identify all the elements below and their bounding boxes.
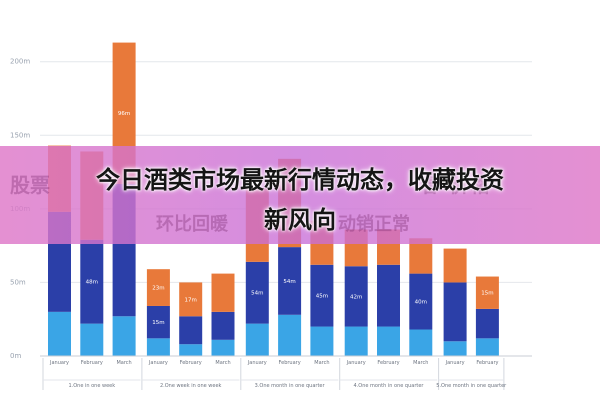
category-label: January [346,360,366,366]
bar-segment [344,266,368,327]
group-label: 5.One month in one quarter [436,383,507,389]
data-label: 48m [86,280,98,286]
bar-segment [377,264,400,327]
group-label: 2.One week in one week [160,383,222,389]
bar-segment [146,305,170,339]
category-label: February [81,360,103,366]
bar-segment [278,247,302,315]
category-label: March [116,360,131,366]
headline-line-1: 今日酒类市场最新行情动态，收藏投资 [96,166,504,194]
bar-segment [443,282,467,342]
y-tick-label: 200m [10,58,30,66]
headline-title: 今日酒类市场最新行情动态，收藏投资 新风向 [0,160,600,240]
data-label: 42m [350,294,362,300]
bar-segment [475,338,499,356]
bar-segment [245,323,269,356]
bar-segment [211,273,235,312]
bar-segment [179,316,203,345]
bar-segment [409,238,433,274]
category-label: January [247,360,267,366]
bar-segment [278,314,302,356]
ghost-text-right-top: 春 价格 [420,173,491,197]
bar-segment [146,269,170,306]
bar-segment [80,239,104,324]
bar-segment [310,326,334,356]
category-label: February [377,360,399,366]
bar-segment [409,273,433,330]
bar-segment [443,248,467,283]
category-label: February [279,360,301,366]
group-label: 1.One in one week [68,383,115,389]
category-label: February [180,360,202,366]
bar-segment [211,339,235,356]
data-label: 96m [118,111,130,117]
bar-segment [475,276,499,309]
bar-segment [245,261,269,324]
y-tick-label: 0m [10,352,21,360]
category-label: March [314,360,329,366]
category-label: March [215,360,230,366]
bar-segment [377,326,400,356]
ghost-text-right-bottom: 动销正常 [338,214,410,235]
group-label: 3.One month in one quarter [255,383,326,389]
data-label: 15m [481,291,493,297]
ghost-text-left-bottom: 环比回暖 [156,214,228,235]
category-label: March [413,360,428,366]
headline-banner [0,146,600,244]
category-label: February [476,360,498,366]
headline-line-2: 新风向 [264,206,336,234]
data-label: 23m [152,286,164,292]
bar-segment [112,316,136,356]
category-label: January [445,360,465,366]
data-label: 15m [152,320,164,326]
bar-segment [409,329,433,356]
y-tick-label: 150m [10,131,30,139]
y-tick-label: 50m [10,278,26,286]
data-label: 17m [185,297,197,303]
data-label: 45m [316,294,328,300]
category-label: January [49,360,69,366]
ghost-text-left-top: 股票 [10,173,50,197]
bar-segment [211,311,235,340]
category-label: January [148,360,168,366]
bar-segment [475,308,499,339]
bar-segment [344,326,368,356]
group-label: 4.One month in one quarter [354,383,425,389]
data-label: 54m [251,291,263,297]
bar-segment [179,344,203,356]
bar-segment [443,341,467,356]
bar-segment [310,264,334,327]
data-label: 54m [283,279,295,285]
bar-segment [146,338,170,356]
bar-segment [48,311,71,356]
bar-segment [179,282,203,317]
bar-segment [80,323,104,356]
data-label: 40m [415,300,427,306]
